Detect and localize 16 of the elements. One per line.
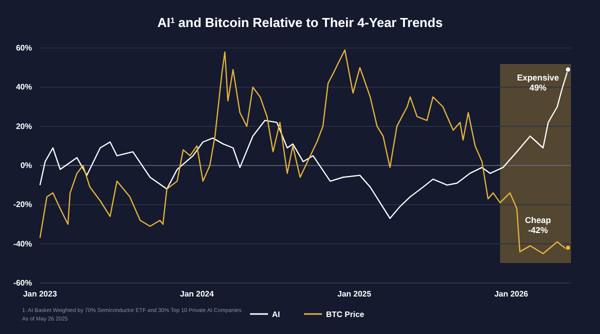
annotation: Cheap -42% <box>525 214 551 235</box>
legend-label: AI <box>272 310 280 319</box>
y-tick-label: -40% <box>13 239 32 248</box>
chart-title: AI$^{1}$ and Bitcoin Relative to Their 4-Year Trends <box>157 15 443 30</box>
annotation: Expensive 49% <box>516 72 560 93</box>
x-tick-label: Jan 2024 <box>180 290 214 299</box>
y-tick-label: -20% <box>13 200 32 210</box>
x-tick-label: Jan 2026 <box>494 290 529 299</box>
y-tick-label: -60% <box>13 278 32 288</box>
y-tick-label: 0% <box>20 161 32 170</box>
legend-label: BTC Price <box>326 310 365 319</box>
y-tick-label: 40% <box>16 82 32 92</box>
x-tick-label: Jan 2025 <box>337 290 372 299</box>
x-tick-label: Jan 2023 <box>23 290 58 299</box>
y-tick-label: 20% <box>16 122 32 131</box>
y-tick-label: 60% <box>16 44 32 53</box>
